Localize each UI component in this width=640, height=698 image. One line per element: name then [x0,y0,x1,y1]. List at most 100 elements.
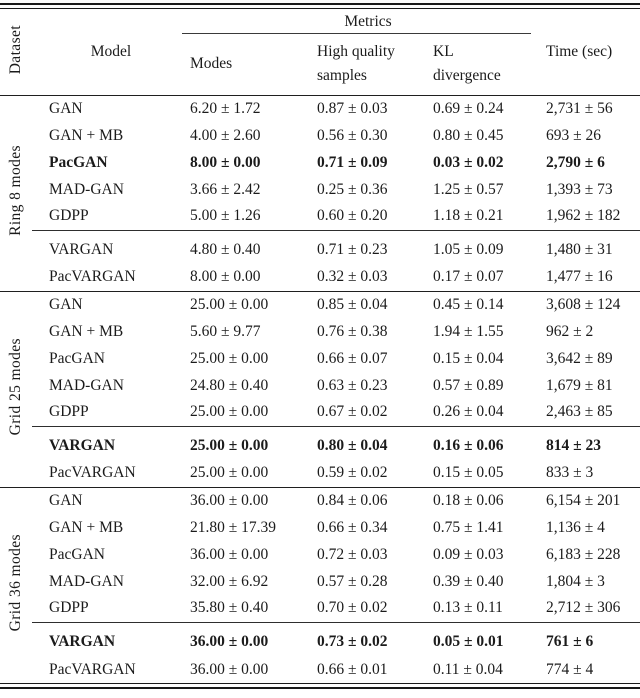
high-quality-value: 0.73 ± 0.02 [317,621,433,656]
kl-divergence-value: 0.75 ± 1.41 [433,518,504,536]
table-row: GDPP 35.80 ± 0.40 0.70 ± 0.02 0.13 ± 0.11 2,… [0,595,640,622]
model-name: GAN [32,290,190,318]
kl-divergence-value: 0.17 ± 0.07 [433,268,504,286]
table-row: PacGAN 36.00 ± 0.00 0.72 ± 0.03 0.09 ± 0.03… [0,541,640,568]
model-name: PacGAN [49,545,105,563]
model-name: GAN [32,486,190,514]
time-value: 1,136 ± 4 [546,518,605,536]
high-quality-value: 0.71 ± 0.09 [317,153,388,171]
kl-divergence-value: 0.13 ± 0.11 [433,599,503,617]
table-row: VARGAN 36.00 ± 0.00 0.73 ± 0.02 0.05 ± 0.01… [0,621,640,656]
bottom-double-rule [0,683,640,689]
model-name: PacGAN [49,153,108,171]
model-name: GAN + MB [49,322,124,340]
high-quality-value: 0.87 ± 0.03 [317,99,388,117]
modes-value: 35.80 ± 0.40 [190,599,269,617]
kl-divergence-value: 0.11 ± 0.04 [433,660,503,678]
kl-divergence-value: 0.69 ± 0.24 [433,99,504,117]
modes-value: 36.00 ± 0.00 [190,486,317,514]
header-row-metrics: Dataset Model Metrics Time (sec) [0,9,640,96]
kl-divergence-value: 0.26 ± 0.04 [433,403,504,421]
modes-value: 36.00 ± 0.00 [190,621,317,656]
time-value: 2,712 ± 306 [546,599,621,617]
dataset-group-label-text: Ring 8 modes [7,145,24,236]
high-quality-value: 0.57 ± 0.28 [317,572,388,590]
model-name: GDPP [49,403,89,421]
kl-divergence-value: 0.03 ± 0.02 [433,153,504,171]
high-quality-value: 0.80 ± 0.04 [317,425,433,460]
table-row: PacVARGAN 8.00 ± 0.00 0.32 ± 0.03 0.17 ± 0.… [0,264,640,291]
table-header: Dataset Model Metrics Time (sec) Modes H… [0,9,640,96]
high-quality-value: 0.66 ± 0.07 [317,349,388,367]
kl-divergence-column-label: KL divergence [433,43,501,85]
model-name: GAN [49,99,83,117]
time-value: 1,393 ± 73 [546,180,613,198]
modes-value: 6.20 ± 1.72 [190,99,261,117]
kl-divergence-value: 1.94 ± 1.55 [433,322,504,340]
time-value: 1,679 ± 81 [546,376,613,394]
kl-divergence-value: 0.05 ± 0.01 [433,621,547,656]
high-quality-value: 0.67 ± 0.02 [317,403,388,421]
high-quality-value: 0.85 ± 0.04 [317,290,433,318]
kl-divergence-value: 0.15 ± 0.04 [433,349,504,367]
model-name: GDPP [49,207,89,225]
kl-divergence-value: 0.45 ± 0.14 [433,290,547,318]
time-value: 3,608 ± 124 [546,290,640,318]
high-quality-value: 0.76 ± 0.38 [317,322,388,340]
table-row: Grid 36 modes GAN 36.00 ± 0.00 0.84 ± 0.06 0… [0,486,640,683]
time-value: 2,790 ± 6 [546,153,605,171]
dataset-group-label: Grid 25 modes [0,290,32,487]
time-value: 833 ± 3 [546,464,594,482]
high-quality-value: 0.66 ± 0.01 [317,660,388,678]
dataset-group-label: Ring 8 modes [0,95,32,291]
model-name: VARGAN [32,229,190,264]
high-quality-value: 0.71 ± 0.23 [317,229,433,264]
high-quality-value: 0.25 ± 0.36 [317,180,388,198]
modes-value: 8.00 ± 0.00 [190,268,261,286]
time-value: 1,804 ± 3 [546,572,605,590]
kl-divergence-value: 0.15 ± 0.05 [433,464,504,482]
modes-value: 25.00 ± 0.00 [190,425,317,460]
table-row: PacVARGAN 36.00 ± 0.00 0.66 ± 0.01 0.11 ± 0… [0,656,640,683]
time-value: 962 ± 2 [546,322,594,340]
modes-value: 25.00 ± 0.00 [190,349,269,367]
table-row: GDPP 25.00 ± 0.00 0.67 ± 0.02 0.26 ± 0.04 2,… [0,399,640,426]
modes-value: 21.80 ± 17.39 [190,518,277,536]
model-name: VARGAN [32,621,190,656]
time-value: 1,477 ± 16 [546,268,613,286]
kl-divergence-value: 0.16 ± 0.06 [433,425,547,460]
table-row: Ring 8 modes GAN 6.20 ± 1.72 0.87 ± 0.03 0.6… [0,95,640,236]
modes-value: 5.60 ± 9.77 [190,322,261,340]
high-quality-column-label: High quality samples [317,43,395,85]
table-row: PacGAN 8.00 ± 0.00 0.71 ± 0.09 0.03 ± 0.02 2… [0,149,640,176]
kl-divergence-value: 1.18 ± 0.21 [433,207,504,225]
high-quality-column-header: High quality samples [317,34,433,96]
model-name: GDPP [49,599,89,617]
model-name: PacVARGAN [49,268,136,286]
time-value: 6,183 ± 228 [546,545,621,563]
table-row: GAN + MB 4.00 ± 2.60 0.56 ± 0.30 0.80 ± 0.4… [0,122,640,149]
table-row: Grid 25 modes GAN 25.00 ± 0.00 0.85 ± 0.04 0… [0,290,640,487]
dataset-group-label-text: Grid 36 modes [7,534,24,632]
time-value: 2,463 ± 85 [546,403,613,421]
metrics-group-header: Metrics [181,9,546,34]
time-column-header: Time (sec) [546,9,640,96]
top-double-rule [0,3,640,9]
model-name: PacVARGAN [49,660,136,678]
table-row: MAD-GAN 32.00 ± 6.92 0.57 ± 0.28 0.39 ± 0.4… [0,568,640,595]
time-value: 1,962 ± 182 [546,207,621,225]
modes-value: 25.00 ± 0.00 [190,464,269,482]
high-quality-value: 0.84 ± 0.06 [317,486,433,514]
model-name: MAD-GAN [49,180,124,198]
high-quality-value: 0.70 ± 0.02 [317,599,388,617]
modes-value: 32.00 ± 6.92 [190,572,269,590]
table-row: PacVARGAN 25.00 ± 0.00 0.59 ± 0.02 0.15 ± 0… [0,460,640,487]
time-value: 693 ± 26 [546,126,602,144]
kl-divergence-value: 1.25 ± 0.57 [433,180,504,198]
modes-value: 4.80 ± 0.40 [190,229,317,264]
model-name: GAN + MB [49,518,124,536]
table-row: PacGAN 25.00 ± 0.00 0.66 ± 0.07 0.15 ± 0.04… [0,345,640,372]
header-row-subcolumns: Modes High quality samples KL divergence [0,34,640,96]
table-row: GDPP 5.00 ± 1.26 0.60 ± 0.20 1.18 ± 0.21 1,9… [0,203,640,230]
kl-divergence-column-header: KL divergence [433,34,547,96]
